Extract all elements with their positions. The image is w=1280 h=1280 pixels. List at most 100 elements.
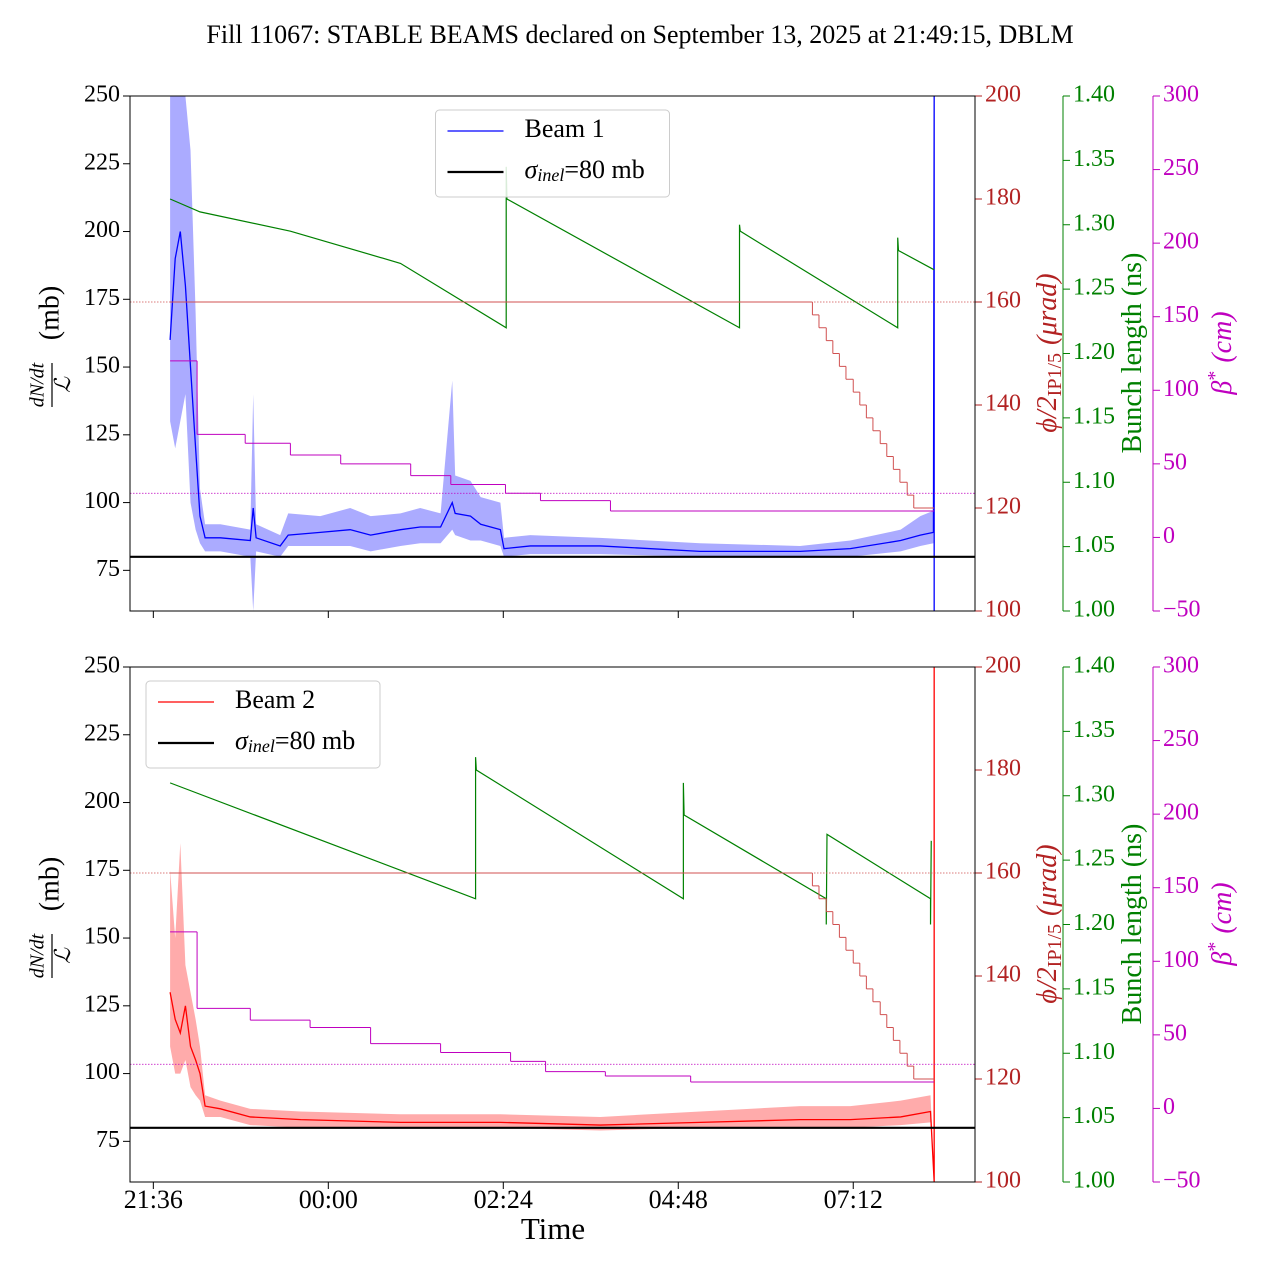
- data-line: [169, 757, 932, 925]
- y-tick-label: 1.30: [1073, 781, 1115, 807]
- y4-label-part: β: [1207, 952, 1238, 967]
- data-line: [169, 667, 935, 1182]
- y-tick-label: 100: [1163, 376, 1199, 402]
- y-tick-label: 100: [84, 1059, 120, 1085]
- y2-label-part: ϕ/2: [1032, 967, 1063, 1003]
- y-tick-label: 200: [985, 82, 1021, 108]
- legend-text: =80 mb: [275, 726, 355, 755]
- y-tick-label: 180: [985, 185, 1021, 211]
- y4-label-unit: (cm): [1207, 882, 1238, 933]
- y-tick-label: 200: [1163, 229, 1199, 255]
- y-tick-label: 1.40: [1073, 653, 1115, 679]
- y-axis-label: dN/dt ℒ (mb): [27, 857, 75, 978]
- y-tick-label: 75: [96, 1127, 120, 1153]
- x-tick-label: 00:00: [299, 1185, 358, 1214]
- legend-label: Beam 2: [235, 685, 315, 714]
- x-tick-label: 21:36: [124, 1185, 183, 1214]
- y-tick-label: 150: [1163, 873, 1199, 899]
- legend-subscript: inel: [537, 165, 564, 185]
- x-tick-label: 02:24: [474, 1185, 533, 1214]
- y4-label-unit: (cm): [1207, 311, 1238, 362]
- y3-axis-label: Bunch length (ns): [1117, 253, 1148, 454]
- y-tick-label: 160: [985, 288, 1021, 314]
- y2-label-unit: (μrad): [1032, 844, 1063, 916]
- y-tick-label: 75: [96, 556, 120, 582]
- y-tick-label: 100: [985, 1168, 1021, 1194]
- y-tick-label: 140: [985, 962, 1021, 988]
- y-tick-label: 1.30: [1073, 210, 1115, 236]
- y-tick-label: 150: [84, 924, 120, 950]
- legend-subscript: inel: [248, 736, 275, 756]
- y-tick-label: 150: [1163, 302, 1199, 328]
- legend-box: [435, 109, 670, 198]
- y-tick-label: 1.15: [1073, 403, 1115, 429]
- y-tick-label: 1.25: [1073, 275, 1115, 301]
- legend-label: σinel=80 mb: [235, 726, 355, 756]
- y-tick-label: 150: [84, 353, 120, 379]
- y-label-unit: (mb): [34, 857, 65, 911]
- plot-area: [130, 667, 975, 1182]
- y-tick-label: 1.10: [1073, 1039, 1115, 1065]
- y-tick-label: 1.00: [1073, 597, 1115, 623]
- y-tick-label: 175: [84, 856, 120, 882]
- y3-axis-label: Bunch length (ns): [1117, 824, 1148, 1025]
- y-tick-label: 160: [985, 859, 1021, 885]
- y-tick-label: 125: [84, 991, 120, 1017]
- y-label-unit: (mb): [34, 286, 65, 340]
- y-tick-label: 1.10: [1073, 468, 1115, 494]
- y-tick-label: 300: [1163, 82, 1199, 108]
- legend-text: =80 mb: [564, 155, 644, 184]
- y-tick-label: 1.20: [1073, 339, 1115, 365]
- data-line: [169, 96, 935, 611]
- y-tick-label: 300: [1163, 653, 1199, 679]
- y-tick-label: 1.05: [1073, 532, 1115, 558]
- y-tick-label: 1.40: [1073, 82, 1115, 108]
- plot-frame: [129, 666, 976, 1183]
- y4-label-sup: *: [1204, 371, 1226, 381]
- y-tick-label: 1.00: [1073, 1168, 1115, 1194]
- y2-axis-label: ϕ/2IP1/5 (μrad): [1032, 844, 1065, 1003]
- y-tick-label: 1.35: [1073, 146, 1115, 172]
- y-tick-label: 140: [985, 391, 1021, 417]
- y-label-numerator: dN/dt: [27, 362, 49, 407]
- y-tick-label: 120: [985, 494, 1021, 520]
- y-tick-label: 1.20: [1073, 910, 1115, 936]
- y-tick-label: 250: [1163, 155, 1199, 181]
- y-tick-label: 125: [84, 420, 120, 446]
- y-tick-label: 120: [985, 1065, 1021, 1091]
- legend-label: Beam 1: [525, 114, 605, 143]
- y-tick-label: −50: [1163, 597, 1201, 623]
- y-tick-label: 200: [84, 217, 120, 243]
- y-tick-label: 0: [1163, 523, 1175, 549]
- legend-label: σinel=80 mb: [525, 155, 645, 185]
- y4-label-part: β: [1207, 381, 1238, 396]
- y-label-numerator: dN/dt: [27, 933, 49, 978]
- y-tick-label: 100: [985, 597, 1021, 623]
- y-tick-label: 1.35: [1073, 717, 1115, 743]
- y4-axis-label: β* (cm): [1204, 311, 1239, 395]
- y4-label-sup: *: [1204, 942, 1226, 952]
- y-tick-label: 180: [985, 756, 1021, 782]
- y-tick-label: 250: [84, 653, 120, 679]
- y-axis-label: dN/dt ℒ (mb): [27, 286, 75, 407]
- legend-box: [145, 680, 381, 769]
- y-tick-label: 225: [84, 720, 120, 746]
- plot-frame: [129, 95, 976, 612]
- y4-axis-label: β* (cm): [1204, 882, 1239, 966]
- y-tick-label: 0: [1163, 1094, 1175, 1120]
- y-tick-label: 1.15: [1073, 974, 1115, 1000]
- y-tick-label: 1.05: [1073, 1103, 1115, 1129]
- plot-area: [130, 96, 975, 611]
- y2-label-sub: IP1/5: [1044, 924, 1066, 967]
- y-tick-label: 100: [84, 488, 120, 514]
- y2-axis-label: ϕ/2IP1/5 (μrad): [1032, 273, 1065, 432]
- y-tick-label: 200: [84, 788, 120, 814]
- x-axis-label: Time: [521, 1211, 585, 1246]
- y-tick-label: 200: [1163, 800, 1199, 826]
- x-tick-label: 04:48: [649, 1185, 708, 1214]
- y-label-denominator: ℒ: [50, 947, 75, 964]
- y-tick-label: 200: [985, 653, 1021, 679]
- y2-label-part: ϕ/2: [1032, 396, 1063, 432]
